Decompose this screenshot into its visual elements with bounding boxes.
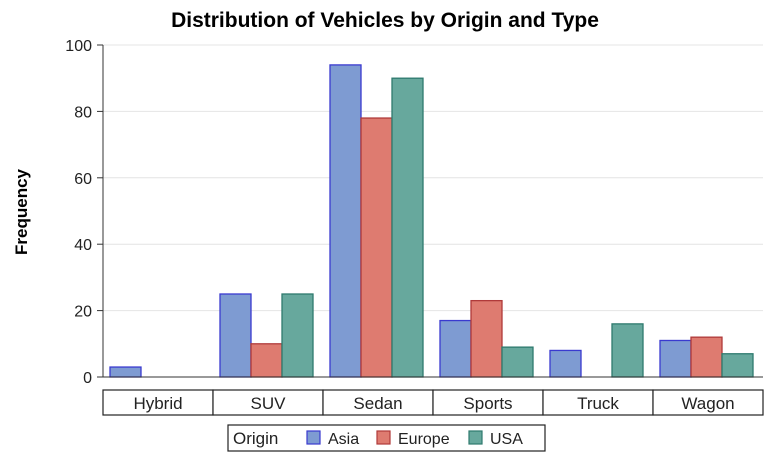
category-label: Truck: [577, 394, 619, 413]
y-tick-label: 40: [74, 237, 92, 254]
bar-asia-suv: [219, 293, 252, 378]
category-label: Hybrid: [133, 394, 182, 413]
y-axis-ticks: 0 20 40 60 80 100: [65, 38, 103, 387]
legend-swatch: [306, 430, 321, 445]
bars: [109, 64, 754, 378]
bar-europe-sports: [470, 299, 503, 378]
category-label: Wagon: [681, 394, 734, 413]
bar-asia-sedan: [329, 64, 362, 378]
category-cell: [212, 389, 324, 416]
bar-usa-sports: [501, 346, 534, 378]
y-tick-label: 20: [74, 304, 92, 321]
y-tick-label: 100: [65, 38, 92, 55]
y-tick-label: 80: [74, 104, 92, 121]
gridlines: [103, 44, 763, 312]
bar-asia-wagon: [659, 339, 692, 378]
legend: Origin Asia Europe USA: [227, 424, 546, 452]
bar-europe-suv: [250, 343, 283, 378]
bar-europe-sedan: [360, 117, 393, 378]
category-label: SUV: [251, 394, 287, 413]
bar-asia-truck: [549, 349, 582, 378]
legend-label: USA: [490, 431, 523, 448]
y-axis-label: Frequency: [12, 168, 31, 255]
legend-title: Origin: [233, 429, 278, 448]
legend-swatch: [376, 430, 391, 445]
category-cell: [652, 389, 764, 416]
legend-label: Asia: [328, 431, 359, 448]
category-cell: [102, 389, 214, 416]
bar-usa-truck: [611, 323, 644, 378]
bar-usa-suv: [281, 293, 314, 378]
category-label: Sedan: [353, 394, 402, 413]
bar-usa-wagon: [721, 353, 754, 378]
bar-asia-sports: [439, 319, 472, 378]
chart-title: Distribution of Vehicles by Origin and T…: [171, 9, 599, 32]
category-cell: [322, 389, 434, 416]
bar-usa-sedan: [391, 77, 424, 378]
category-axis: Hybrid SUV Sedan Sports Truck Wagon: [102, 389, 764, 416]
y-tick-label: 0: [83, 370, 92, 387]
bar-europe-wagon: [690, 336, 723, 378]
category-label: Sports: [463, 394, 512, 413]
bar-asia-hybrid: [109, 366, 142, 378]
y-tick-label: 60: [74, 171, 92, 188]
axes: [102, 45, 763, 378]
legend-label: Europe: [398, 431, 450, 448]
legend-swatch: [468, 430, 483, 445]
